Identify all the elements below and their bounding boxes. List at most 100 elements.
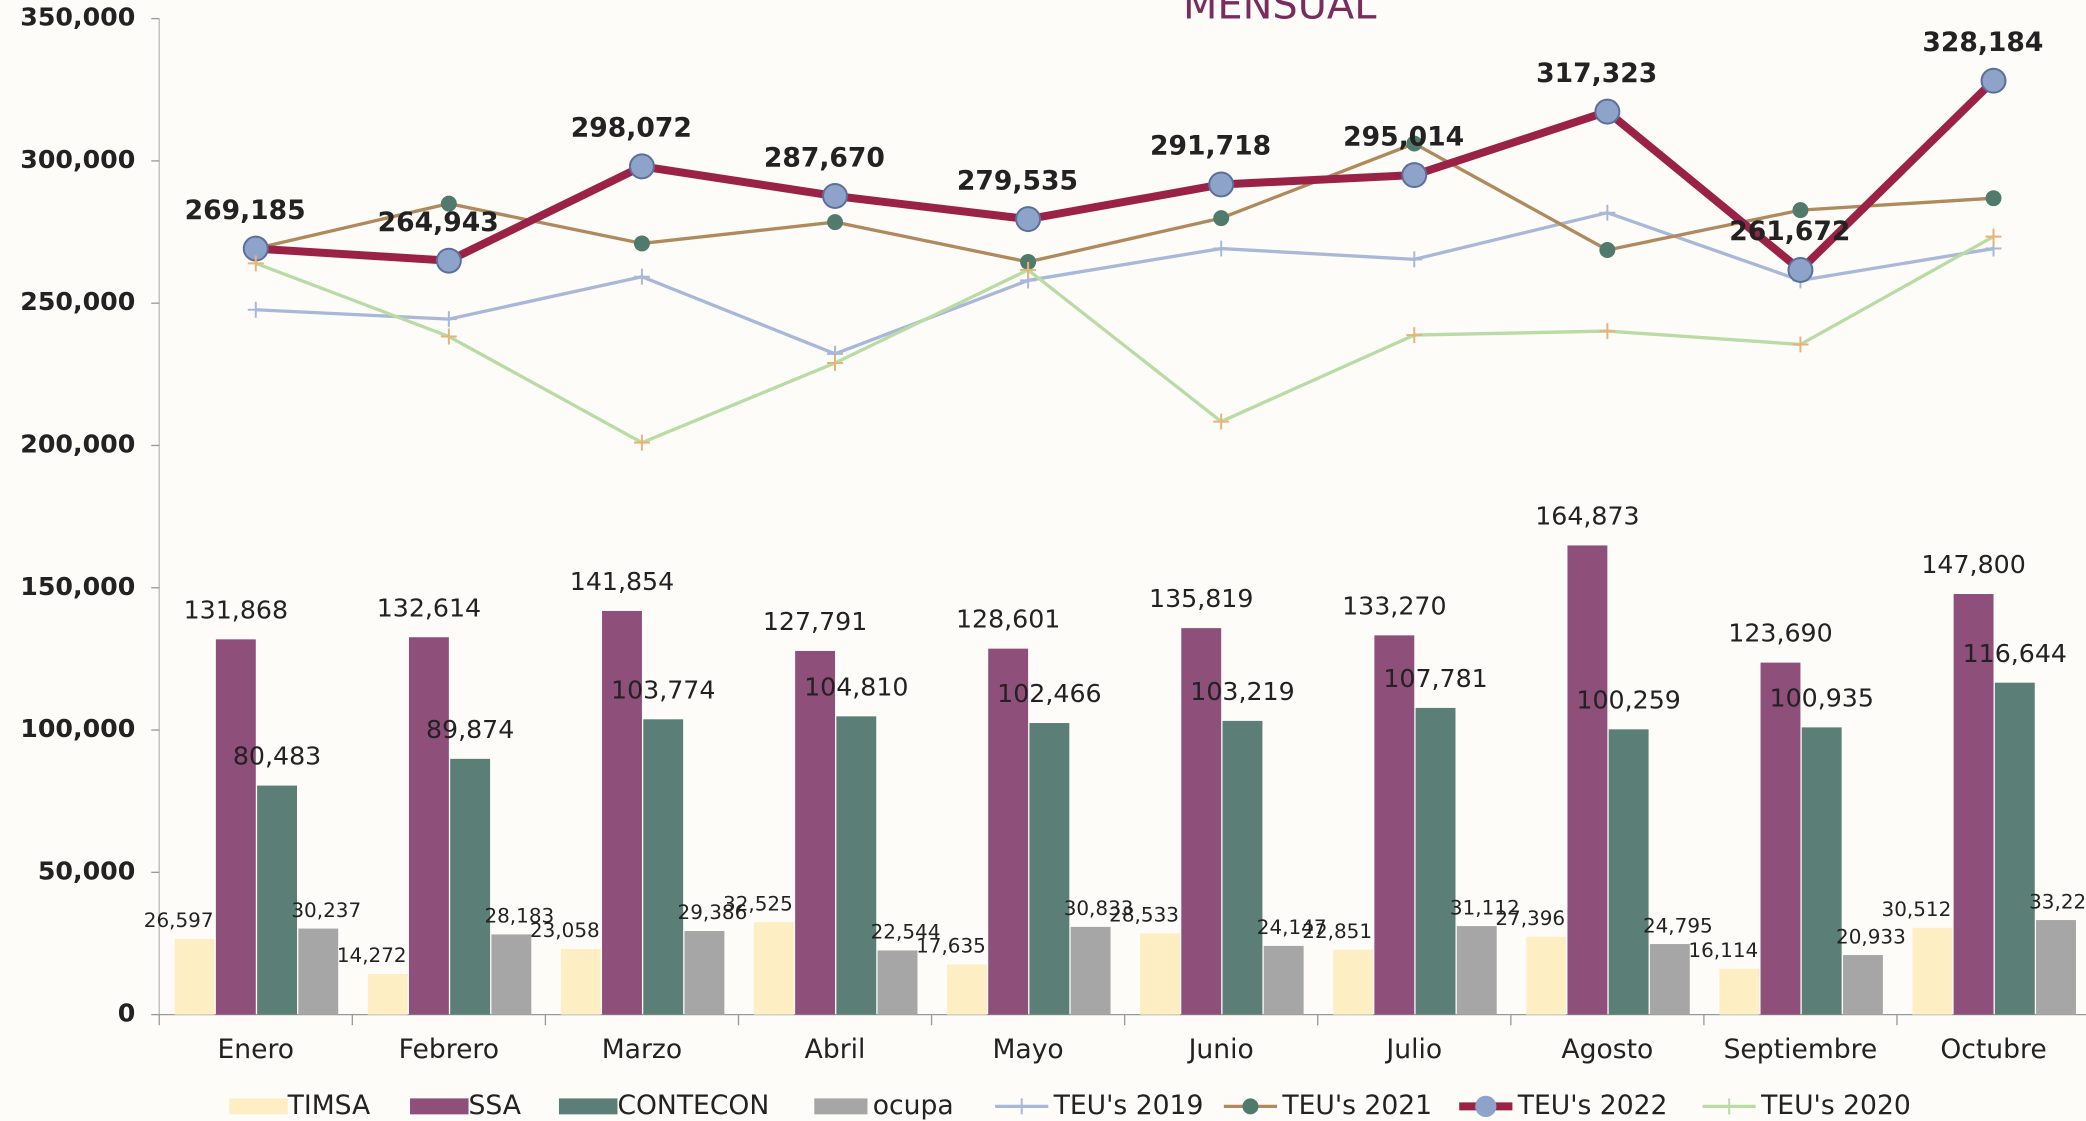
bar [1457,926,1497,1015]
bar-value-label: 127,791 [763,607,867,636]
x-tick-label: Enero [217,1034,294,1065]
legend-label: SSA [469,1090,521,1121]
x-tick-label: Abril [805,1034,866,1065]
bar [1650,944,1690,1015]
bar-value-label: 103,219 [1190,677,1294,706]
legend-label: TEU's 2020 [1760,1090,1911,1121]
bar-value-label: 24,795 [1643,913,1713,937]
bar-value-label: 33,228 [2029,889,2086,913]
chart: MENSUAL 050,000100,000150,000200,000250,… [0,0,2086,1121]
y-tick-label: 100,000 [20,714,135,743]
legend-label: TIMSA [287,1090,371,1121]
bar [1609,729,1649,1014]
line-value-label: 261,672 [1729,216,1850,247]
bar [1029,723,1069,1015]
bar [450,759,490,1015]
legend-label: CONTECON [617,1090,769,1121]
bar [1912,928,1952,1015]
marker [827,355,843,371]
bar [409,637,449,1014]
x-tick-label: Septiembre [1724,1034,1878,1065]
y-tick-label: 300,000 [20,145,135,174]
bar-value-label: 29,386 [678,900,748,924]
marker [1986,190,2002,206]
y-tick-label: 0 [118,999,136,1028]
bar-value-label: 16,114 [1688,938,1758,962]
y-tick-label: 150,000 [20,572,135,601]
bar [1264,946,1304,1015]
chart-title: MENSUAL [1183,0,1376,28]
bar [754,922,794,1015]
marker [437,249,461,273]
y-tick-label: 350,000 [20,3,135,32]
marker [1599,242,1615,258]
bar-value-label: 107,781 [1383,664,1487,693]
bar [491,934,531,1014]
bar-value-label: 132,614 [377,593,481,622]
bar [2036,920,2076,1015]
bar-value-label: 128,601 [956,605,1060,634]
legend-swatch [410,1098,469,1114]
legend-marker [1014,1098,1030,1114]
line-value-label: 328,184 [1922,27,2043,58]
bar-value-label: 123,690 [1728,619,1832,648]
marker [634,269,650,285]
bar [1071,927,1111,1015]
bar-value-label: 30,833 [1064,896,1134,920]
line-value-label: 298,072 [571,113,692,144]
marker [441,329,457,345]
x-tick-label: Junio [1187,1034,1254,1065]
legend-swatch [229,1098,288,1114]
bar [561,949,601,1015]
bar-value-label: 135,819 [1149,584,1253,613]
marker [441,311,457,327]
line-value-label: 317,323 [1536,58,1657,89]
bar [1843,955,1883,1015]
bar [1761,663,1801,1015]
marker [823,184,847,208]
bar-value-label: 20,933 [1836,924,1906,948]
bar [216,639,256,1014]
bar-value-label: 100,935 [1770,683,1874,712]
bar [795,651,835,1015]
legend-marker [1242,1098,1258,1114]
bar [1416,708,1456,1015]
bar [1140,933,1180,1014]
bar-value-label: 116,644 [1963,639,2067,668]
bar-value-label: 80,483 [233,742,321,771]
x-tick-label: Febrero [399,1034,499,1065]
bar [298,929,338,1015]
bar-value-label: 103,774 [611,675,715,704]
page: {"chart_data": {"type": "bar", "title": … [0,0,2086,1121]
bar [836,716,876,1014]
marker [1599,323,1615,339]
bar [684,931,724,1015]
bar [368,974,408,1015]
bar [175,939,215,1015]
marker [1213,241,1229,257]
line-value-label: 291,718 [1150,131,1271,162]
marker [1016,207,1040,231]
line [256,237,1994,443]
line-value-label: 287,670 [764,142,885,173]
bar [1995,683,2035,1015]
marker [630,154,654,178]
bar-value-label: 104,810 [804,672,908,701]
legend-swatch [814,1098,867,1114]
marker [248,302,264,318]
marker [1406,251,1422,267]
bar-value-label: 164,873 [1535,502,1639,531]
bar-value-label: 31,112 [1450,895,1520,919]
legend-label: TEU's 2019 [1053,1090,1204,1121]
marker [1982,69,2006,93]
y-tick-label: 250,000 [20,287,135,316]
legend-label: TEU's 2022 [1517,1090,1668,1121]
marker [1986,229,2002,245]
marker [1402,163,1426,187]
legend-label: ocupa [873,1090,954,1121]
y-tick-label: 200,000 [20,429,135,458]
bar [1223,721,1263,1015]
bar-value-label: 26,597 [144,908,214,932]
marker [1599,205,1615,221]
marker [634,435,650,451]
